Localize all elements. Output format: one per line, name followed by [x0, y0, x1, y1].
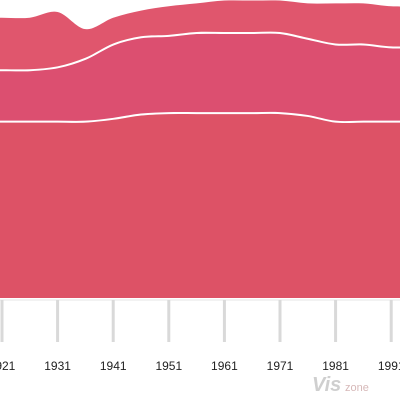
watermark: Vis zone	[312, 374, 369, 396]
x-tick-label-1971: 1971	[267, 359, 294, 373]
x-tick-label-1991: 1991	[378, 359, 400, 373]
area-series-2[interactable]	[0, 31, 400, 122]
area-series-3[interactable]	[0, 0, 400, 70]
x-tick-label-1931: 1931	[44, 359, 71, 373]
x-tick-label-1961: 1961	[211, 359, 238, 373]
x-tick-label-1951: 1951	[155, 359, 182, 373]
watermark-vis-text: Vis	[312, 374, 341, 396]
x-tick-label-1941: 1941	[100, 359, 127, 373]
watermark-zone-text: zone	[345, 382, 369, 394]
x-tick-label-1981: 1981	[322, 359, 349, 373]
x-tick-label-1921: 1921	[0, 359, 16, 373]
area-series-1[interactable]	[0, 111, 400, 298]
area-layers	[0, 0, 400, 298]
x-axis: 1921 1931 1941 1951 1961 1971 1981 1991	[0, 299, 400, 373]
